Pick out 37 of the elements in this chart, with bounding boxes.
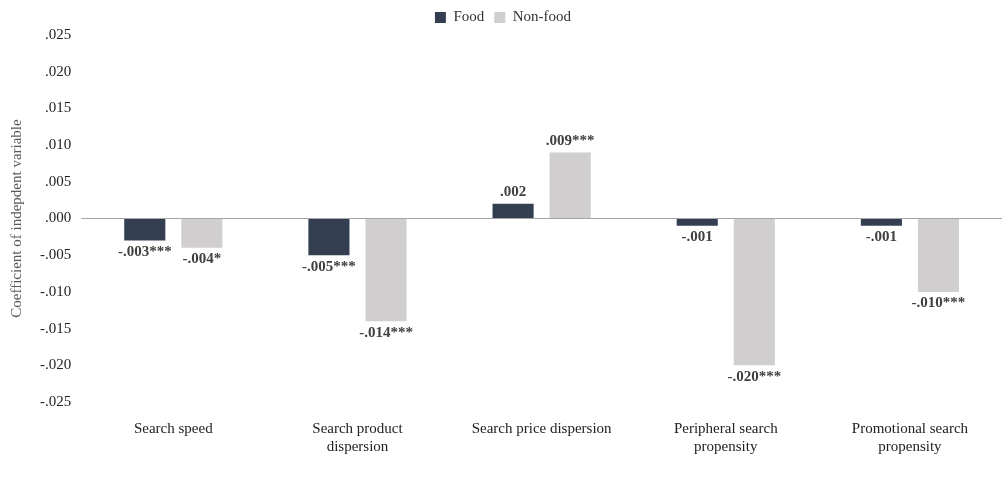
y-tick-label: -.010 [40, 282, 72, 299]
y-tick-label: -.005 [40, 246, 72, 263]
x-tick-label: Search price dispersion [471, 419, 613, 436]
legend-label: Non-food [512, 8, 572, 25]
y-tick-label: -.025 [40, 392, 72, 409]
data-label: -.001 [865, 228, 898, 245]
data-label: -.020*** [727, 367, 782, 384]
legend-label: Food [453, 8, 485, 25]
data-label: .009*** [545, 131, 595, 148]
data-label: -.004* [182, 250, 222, 267]
data-label: .002 [499, 183, 527, 200]
data-label: -.003*** [117, 242, 172, 259]
bar [549, 152, 591, 219]
y-tick-label: .015 [45, 99, 72, 116]
y-tick-label: .020 [45, 62, 72, 79]
x-tick-label: Search speed [133, 419, 214, 436]
y-tick-label: .025 [45, 25, 72, 42]
x-tick-label: Peripheral search propensity [673, 419, 779, 454]
bar [365, 218, 407, 322]
bar [917, 218, 960, 292]
y-axis-title: Coefficient of indepdent variable [7, 118, 24, 318]
y-tick-label: .000 [45, 209, 72, 226]
y-tick-label: .005 [45, 172, 72, 189]
data-label: -.014*** [359, 323, 413, 340]
y-tick-label: .010 [45, 136, 72, 153]
bar [733, 218, 775, 366]
data-label: -.010*** [911, 294, 966, 311]
bar [308, 218, 350, 256]
bar [124, 218, 166, 241]
y-tick-label: -.015 [40, 319, 72, 336]
data-label: -.005*** [302, 257, 356, 274]
bar [492, 203, 534, 219]
x-tick-label: Search product dispersion [312, 419, 404, 454]
data-label: -.001 [681, 228, 713, 245]
x-tick-label: Promotional search propensity [851, 419, 969, 454]
y-tick-label: -.020 [40, 356, 72, 373]
bar [181, 218, 223, 248]
